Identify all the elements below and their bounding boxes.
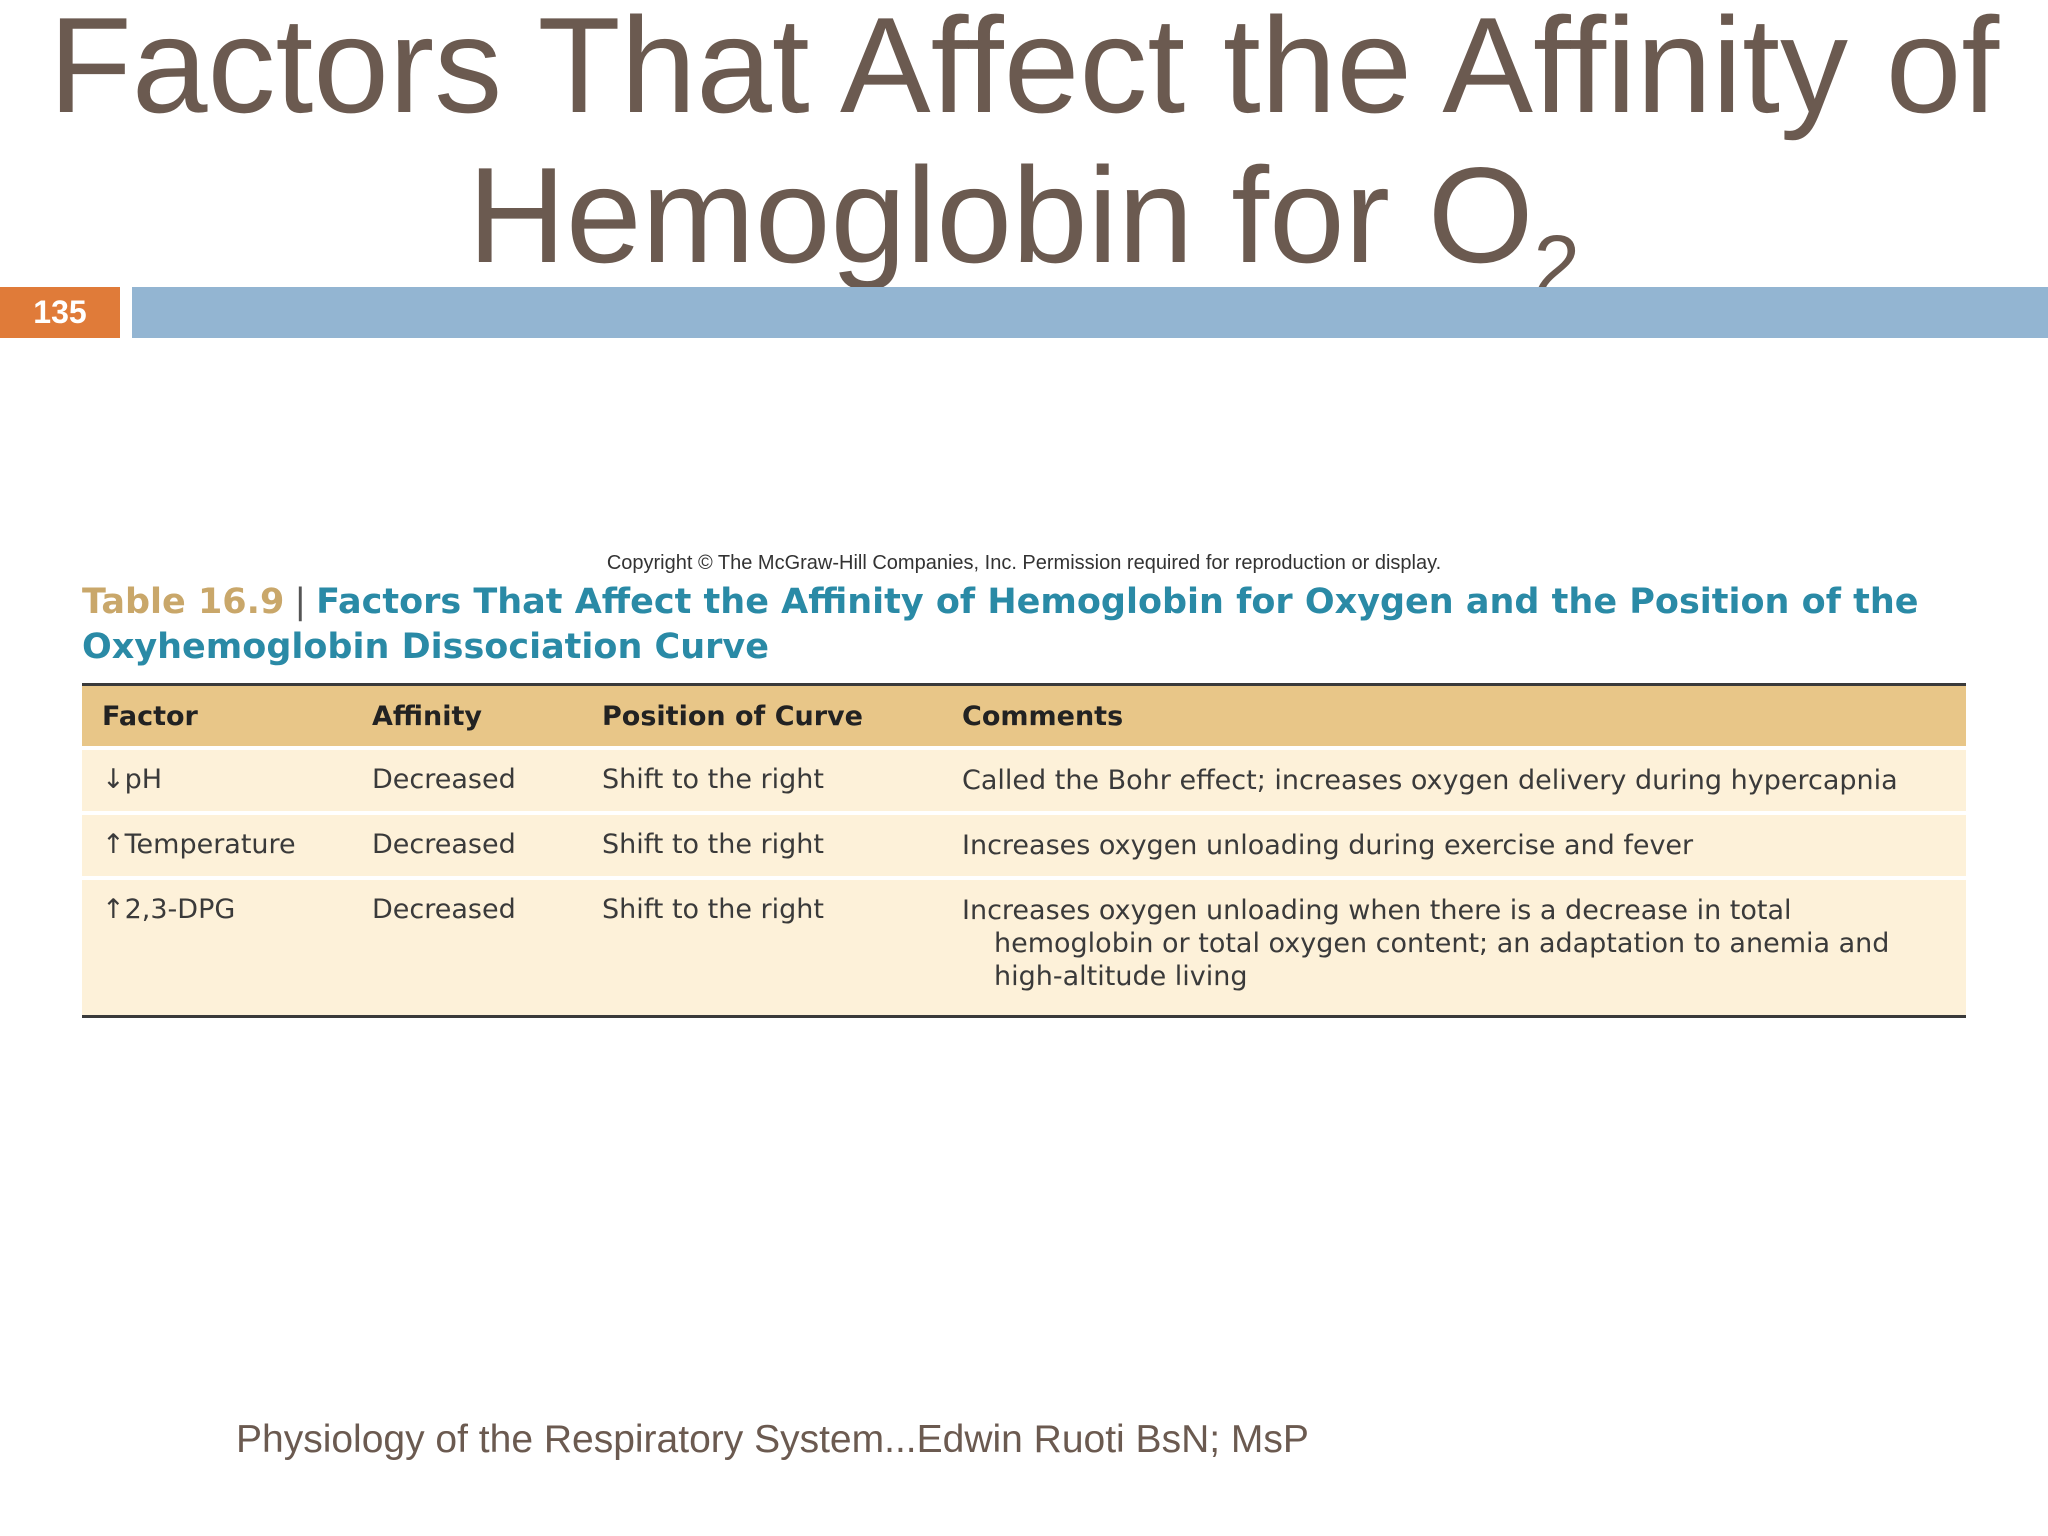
caption-separator: | (294, 582, 307, 622)
cell-comments: Increases oxygen unloading during exerci… (942, 813, 1966, 880)
cell-comments: Called the Bohr effect; increases oxygen… (942, 748, 1966, 815)
comment-text: Called the Bohr effect; increases oxygen… (962, 765, 1898, 796)
comment-text: Increases oxygen unloading during exerci… (962, 830, 1694, 861)
cell-factor: ↓pH (82, 748, 352, 815)
cell-position: Shift to the right (582, 878, 942, 1017)
table-number: Table 16.9 (82, 582, 285, 622)
cell-affinity: Decreased (352, 878, 582, 1017)
cell-affinity: Decreased (352, 813, 582, 880)
slide-number: 135 (0, 287, 120, 338)
cell-position: Shift to the right (582, 813, 942, 880)
table-row: ↓pH Decreased Shift to the right Called … (82, 748, 1966, 815)
cell-factor: ↑Temperature (82, 813, 352, 880)
header-factor: Factor (82, 684, 352, 750)
slide-footer: Physiology of the Respiratory System...E… (236, 1418, 1309, 1461)
copyright-notice: Copyright © The McGraw-Hill Companies, I… (606, 552, 1442, 574)
slide-title-line2: Hemoglobin for O (467, 139, 1534, 291)
header-position: Position of Curve (582, 684, 942, 750)
comment-text: Increases oxygen unloading when there is… (962, 895, 1890, 992)
table-row: ↑2,3-DPG Decreased Shift to the right In… (82, 878, 1966, 1017)
table-header-row: Factor Affinity Position of Curve Commen… (82, 684, 1966, 750)
header-comments: Comments (942, 684, 1966, 750)
header-affinity: Affinity (352, 684, 582, 750)
table-caption: Table 16.9 | Factors That Affect the Affin… (82, 580, 1982, 670)
cell-position: Shift to the right (582, 748, 942, 815)
table-title: Factors That Affect the Affinity of Hemo… (82, 582, 1919, 667)
table-row: ↑Temperature Decreased Shift to the righ… (82, 813, 1966, 880)
slide-title: Factors That Affect the Affinity of Hemo… (0, 0, 2048, 307)
cell-factor: ↑2,3-DPG (82, 878, 352, 1017)
cell-comments: Increases oxygen unloading when there is… (942, 878, 1966, 1017)
slide-title-line1: Factors That Affect the Affinity of (48, 0, 2000, 141)
cell-affinity: Decreased (352, 748, 582, 815)
header-bar (132, 287, 2048, 338)
factors-table: Factor Affinity Position of Curve Commen… (82, 683, 1966, 1018)
